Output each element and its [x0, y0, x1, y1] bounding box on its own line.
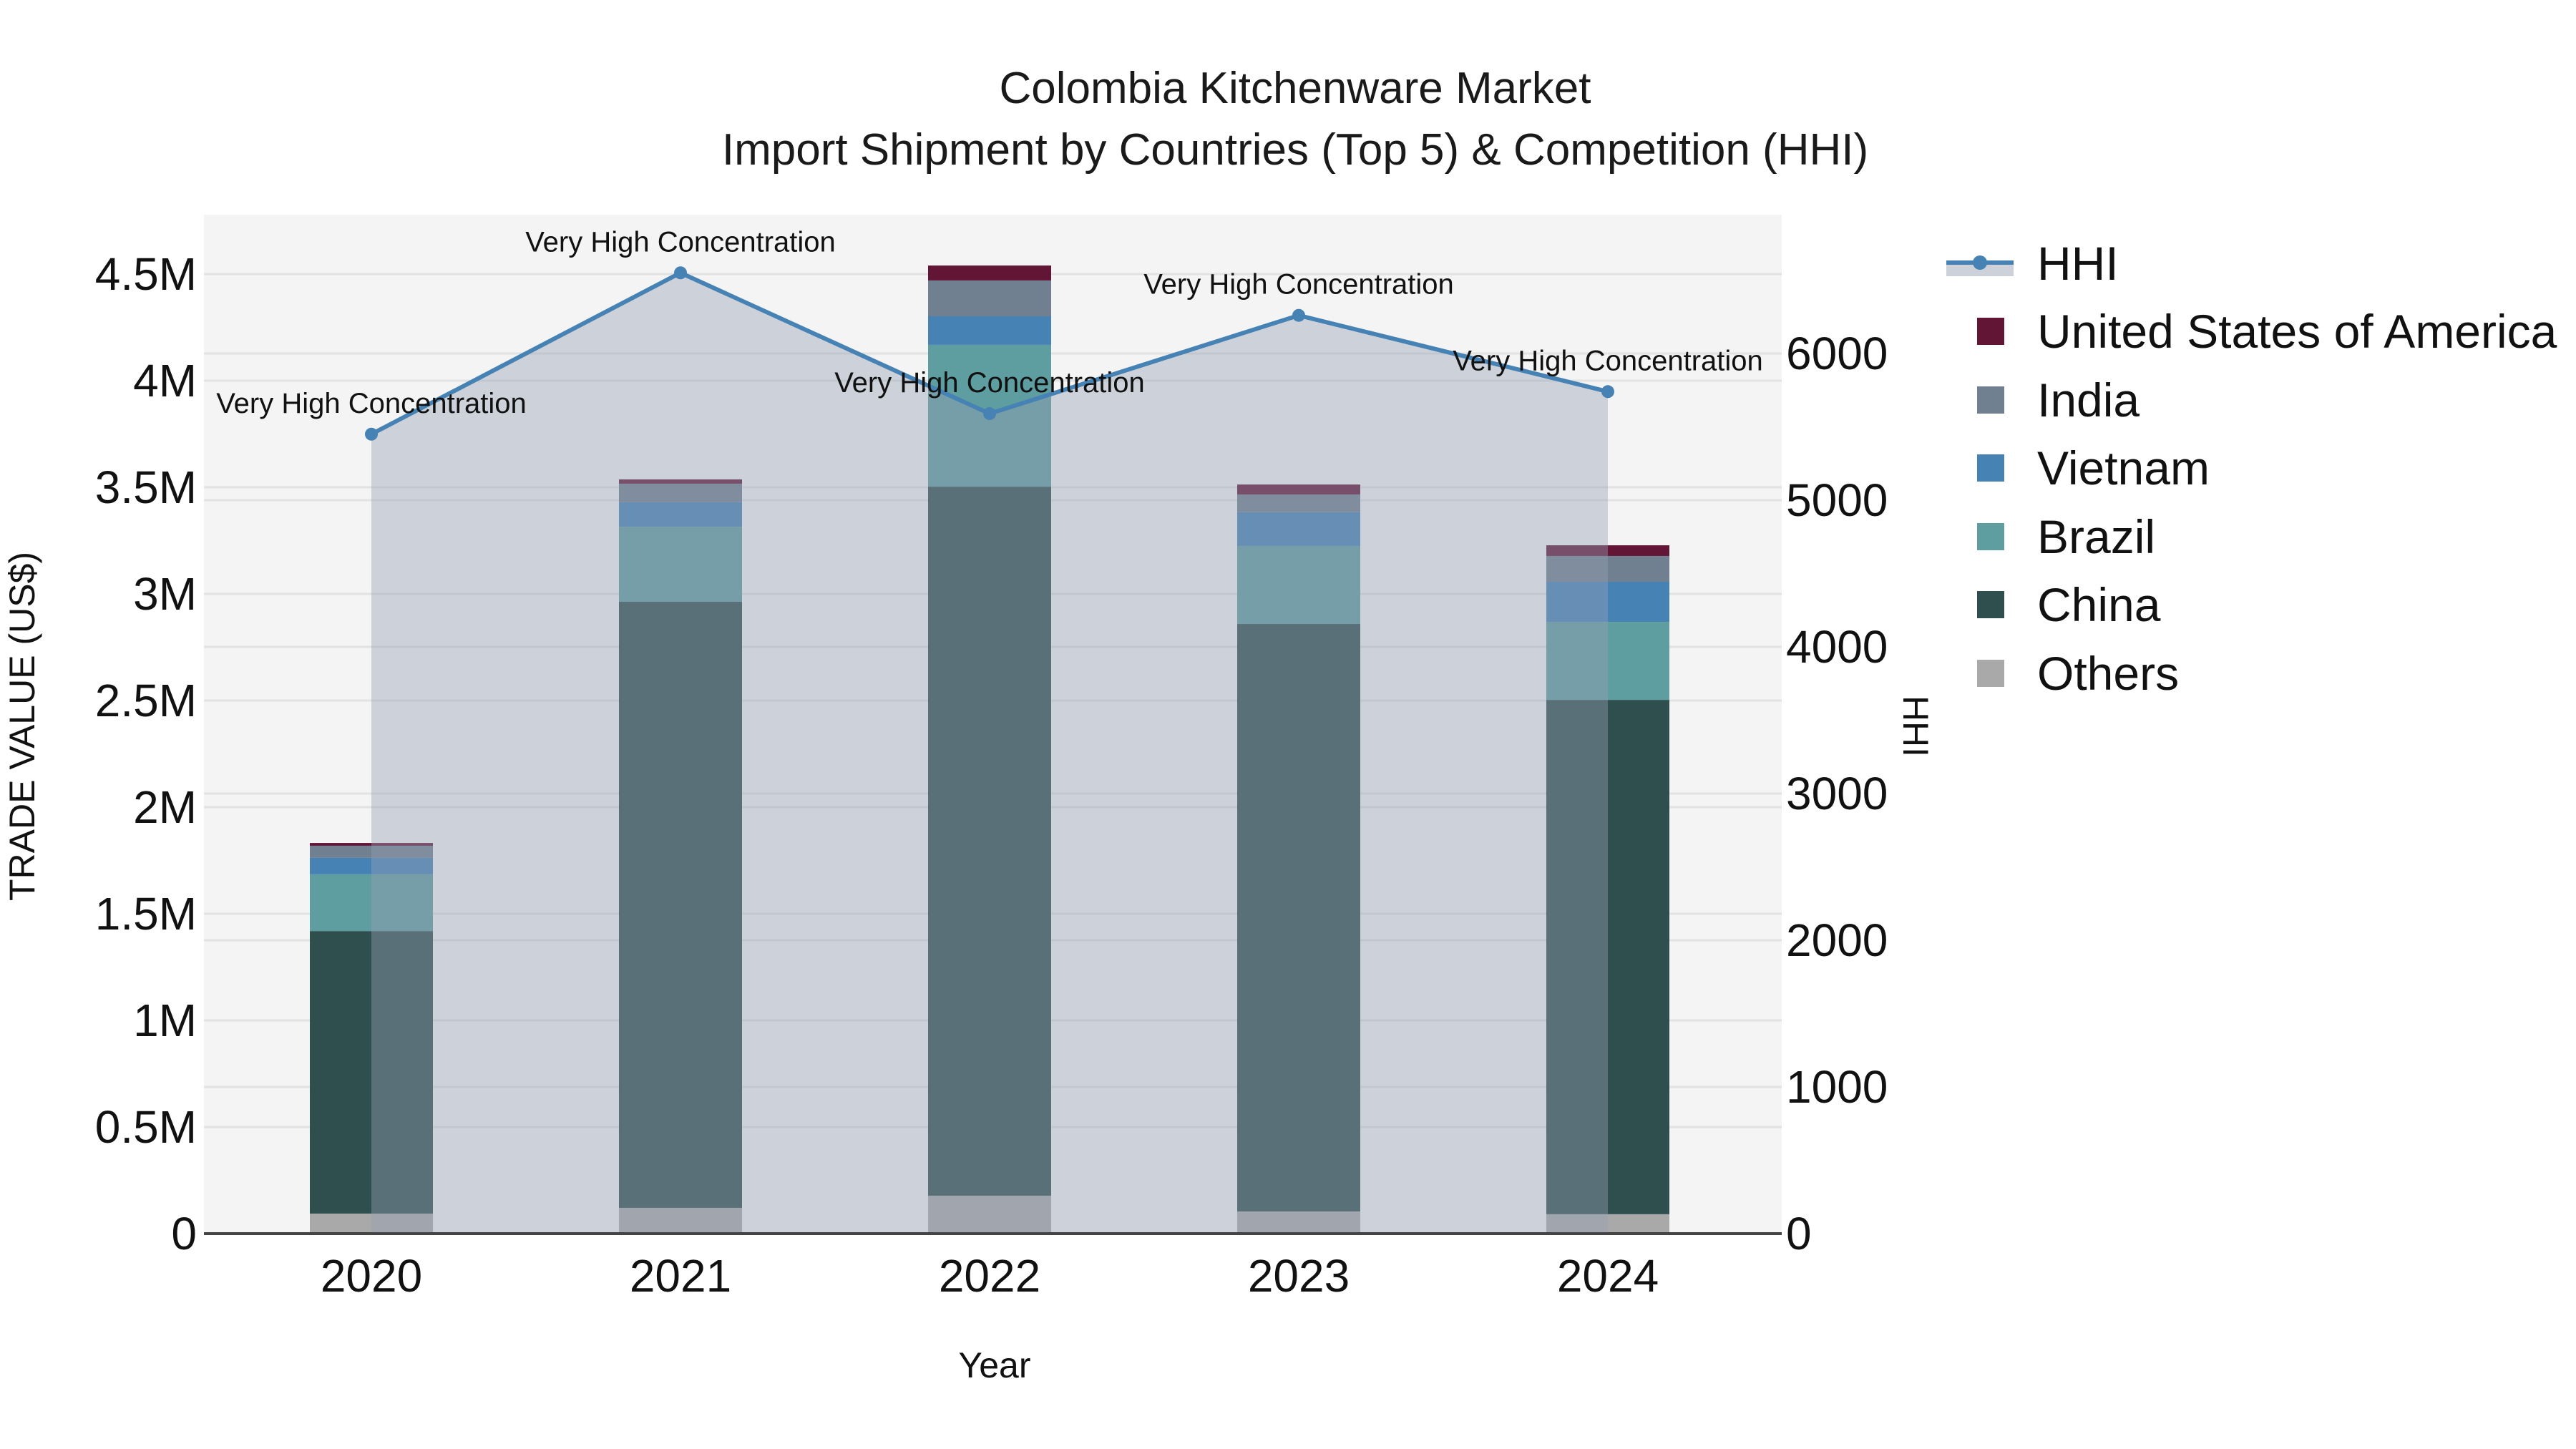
bar-segment-brazil	[619, 527, 742, 602]
legend-label: Brazil	[2037, 509, 2156, 563]
hhi-annotation: Very High Concentration	[834, 367, 1145, 399]
bar-segment-china	[1546, 700, 1669, 1214]
legend-item-others[interactable]: Others	[1946, 639, 2557, 708]
y-right-axis-title: HHI	[1896, 696, 1936, 757]
legend-label: India	[2037, 373, 2140, 426]
bar-segment-vietnam	[619, 502, 742, 527]
bar-segment-vietnam	[1546, 582, 1669, 623]
bar-segment-india	[310, 845, 433, 858]
legend-color-swatch-icon	[1977, 454, 2004, 482]
bar-segment-china	[928, 487, 1051, 1196]
legend-color-swatch-icon	[1977, 522, 2004, 550]
hhi-point	[674, 266, 687, 280]
x-tick-label: 2020	[321, 1250, 422, 1302]
chart-title-line-1: Colombia Kitchenware Market	[999, 64, 1591, 113]
x-tick-label: 2022	[939, 1250, 1040, 1302]
legend-label: HHI	[2037, 236, 2119, 290]
chart-title-line-2: Import Shipment by Countries (Top 5) & C…	[721, 125, 1869, 175]
legend-color-swatch-icon	[1977, 318, 2004, 346]
bar-segment-others	[928, 1195, 1051, 1234]
x-tick-label: 2024	[1557, 1250, 1659, 1302]
hhi-area	[371, 273, 1608, 1234]
bar-segment-china	[310, 931, 433, 1214]
hhi-annotation: Very High Concentration	[1143, 269, 1454, 301]
legend-color-swatch-icon	[1977, 591, 2004, 619]
y-left-tick-label: 1M	[133, 995, 197, 1046]
bar-segment-brazil	[1237, 545, 1360, 625]
legend-label: Vietnam	[2037, 441, 2210, 495]
bar-segment-others	[310, 1213, 433, 1234]
bar-segment-india	[1237, 494, 1360, 512]
hhi-point	[1292, 308, 1305, 322]
legend-label: Others	[2037, 646, 2180, 700]
hhi-annotation: Very High Concentration	[216, 388, 527, 419]
bar-segment-united-states-of-america	[619, 479, 742, 484]
y-left-tick-label: 3M	[133, 568, 197, 620]
y-right-tick-label: 3000	[1786, 768, 1888, 819]
legend-item-hhi[interactable]: HHI	[1946, 229, 2557, 298]
x-axis-title: Year	[958, 1345, 1030, 1385]
y-left-tick-label: 2.5M	[95, 675, 197, 726]
bar-segment-brazil	[310, 874, 433, 932]
y-left-tick-label: 4.5M	[95, 248, 197, 300]
bar-segment-china	[619, 602, 742, 1208]
y-left-tick-label: 0	[171, 1208, 197, 1259]
y-left-axis-title: TRADE VALUE (US$)	[2, 552, 42, 901]
y-left-tick-label: 3.5M	[95, 462, 197, 513]
bar-segment-united-states-of-america	[1237, 484, 1360, 495]
legend-item-united-states-of-america[interactable]: United States of America	[1946, 298, 2557, 366]
bar-segment-others	[1237, 1211, 1360, 1234]
y-right-tick-label: 5000	[1786, 474, 1888, 526]
legend-label: China	[2037, 578, 2161, 632]
hhi-annotation: Very High Concentration	[525, 226, 836, 258]
y-right-tick-label: 6000	[1786, 328, 1888, 379]
legend-item-india[interactable]: India	[1946, 366, 2557, 434]
y-right-tick-label: 0	[1786, 1208, 1812, 1259]
bar-segment-india	[1546, 555, 1669, 582]
y-left-tick-label: 4M	[133, 355, 197, 406]
y-right-tick-label: 2000	[1786, 914, 1888, 966]
legend-color-swatch-icon	[1977, 386, 2004, 414]
bar-segment-united-states-of-america	[1546, 545, 1669, 556]
bar-segment-united-states-of-america	[928, 265, 1051, 280]
y-right-tick-label: 4000	[1786, 621, 1888, 673]
legend-item-china[interactable]: China	[1946, 571, 2557, 640]
bar-segment-others	[619, 1207, 742, 1234]
legend-item-vietnam[interactable]: Vietnam	[1946, 434, 2557, 503]
bar-segment-united-states-of-america	[310, 843, 433, 846]
hhi-point	[983, 407, 996, 421]
bar-segment-india	[928, 280, 1051, 317]
y-right-tick-label: 1000	[1786, 1061, 1888, 1113]
y-left-tick-label: 0.5M	[95, 1101, 197, 1153]
bar-segment-vietnam	[1237, 512, 1360, 546]
bar-segment-vietnam	[310, 857, 433, 874]
y-left-tick-label: 1.5M	[95, 888, 197, 940]
bar-segment-india	[619, 483, 742, 502]
bar-segment-brazil	[1546, 622, 1669, 701]
bar-segment-china	[1237, 624, 1360, 1212]
legend-item-brazil[interactable]: Brazil	[1946, 502, 2557, 571]
x-tick-label: 2023	[1248, 1250, 1350, 1302]
x-tick-label: 2021	[630, 1250, 731, 1302]
bar-segment-vietnam	[928, 316, 1051, 345]
legend: HHI United States of America India Vietnam B…	[1946, 229, 2557, 708]
bar-segment-others	[1546, 1214, 1669, 1234]
hhi-annotation: Very High Concentration	[1453, 345, 1763, 376]
hhi-point	[365, 427, 378, 441]
y-left-tick-label: 2M	[133, 781, 197, 833]
legend-label: United States of America	[2037, 305, 2557, 358]
hhi-point	[1601, 385, 1614, 399]
legend-color-swatch-icon	[1977, 659, 2004, 687]
legend-line-marker-icon	[1946, 249, 2014, 278]
